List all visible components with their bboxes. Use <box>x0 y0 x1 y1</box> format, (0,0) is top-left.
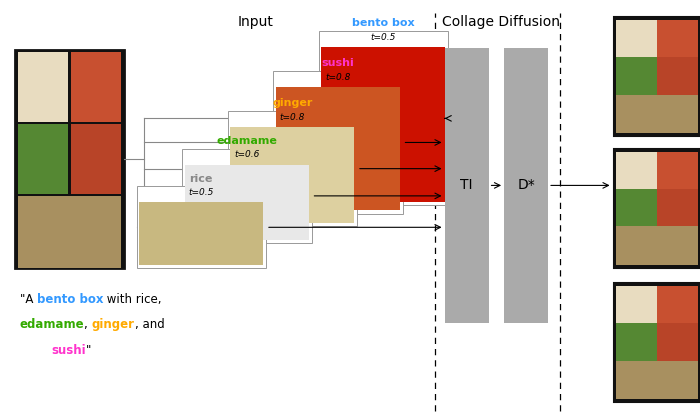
Text: t=0.6: t=0.6 <box>234 150 260 159</box>
Bar <box>616 95 698 133</box>
Bar <box>616 286 657 323</box>
Text: t=0.8: t=0.8 <box>325 73 351 82</box>
Text: D*: D* <box>517 178 535 192</box>
Bar <box>139 202 263 265</box>
Bar <box>616 20 657 57</box>
Bar <box>616 323 657 361</box>
Text: bento box: bento box <box>36 293 103 306</box>
Text: sushi: sushi <box>321 58 354 68</box>
Bar <box>616 189 657 227</box>
Bar <box>657 152 698 189</box>
Text: Collage Diffusion: Collage Diffusion <box>442 15 559 28</box>
Bar <box>276 87 400 210</box>
Bar <box>273 71 402 214</box>
Bar <box>614 17 700 136</box>
Bar <box>71 124 121 194</box>
Bar <box>182 149 312 243</box>
Bar <box>616 152 698 265</box>
Text: , and: , and <box>134 318 164 331</box>
Bar <box>614 149 700 268</box>
Text: ,: , <box>84 318 92 331</box>
Bar <box>185 165 309 240</box>
Bar <box>616 57 657 95</box>
Bar <box>616 361 698 399</box>
Text: ginger: ginger <box>272 98 312 108</box>
Text: with rice,: with rice, <box>103 293 162 306</box>
Bar <box>614 283 700 402</box>
Bar <box>18 52 69 122</box>
Text: edamame: edamame <box>216 136 277 146</box>
Bar <box>657 286 698 323</box>
Text: edamame: edamame <box>20 318 84 331</box>
Text: sushi: sushi <box>51 344 85 357</box>
Bar <box>18 196 121 268</box>
Bar <box>15 50 124 268</box>
Bar <box>657 189 698 227</box>
Text: "A: "A <box>20 293 36 306</box>
Bar <box>616 286 698 399</box>
Bar <box>616 227 698 265</box>
Text: t=0.5: t=0.5 <box>188 188 214 197</box>
Bar <box>657 323 698 361</box>
Bar <box>228 111 357 226</box>
Bar <box>657 57 698 95</box>
Bar <box>504 48 548 323</box>
Text: rice: rice <box>190 173 213 184</box>
Bar <box>321 47 445 202</box>
Text: bento box: bento box <box>352 18 414 28</box>
Bar <box>18 124 69 194</box>
Bar <box>616 20 698 133</box>
Bar <box>318 31 448 205</box>
Text: t=0.5: t=0.5 <box>370 33 396 42</box>
Text: t=0.8: t=0.8 <box>279 113 305 122</box>
Bar <box>230 127 354 223</box>
Text: ": " <box>85 344 91 357</box>
Text: Output: Output <box>638 15 685 28</box>
Bar <box>616 152 657 189</box>
Bar <box>657 20 698 57</box>
Bar <box>71 52 121 122</box>
Text: Input: Input <box>237 15 274 28</box>
Text: TI: TI <box>461 178 473 192</box>
Bar <box>444 48 489 323</box>
Bar <box>136 186 266 268</box>
Text: ginger: ginger <box>92 318 134 331</box>
